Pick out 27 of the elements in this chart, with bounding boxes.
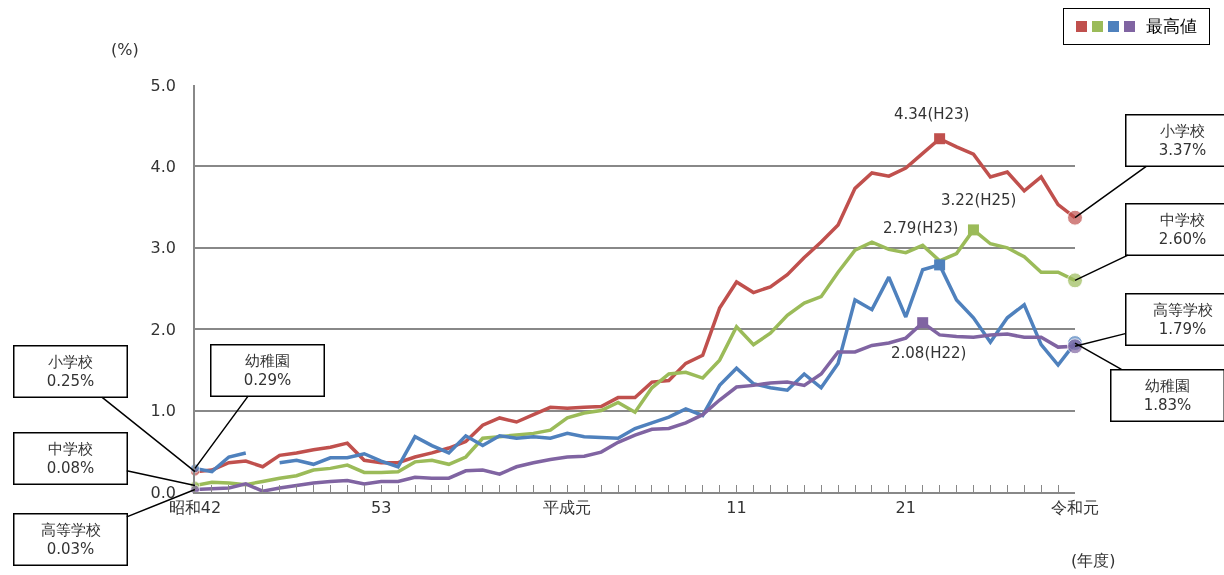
text: 幼稚園 1.83% — [1143, 376, 1192, 414]
y-tick-label: 3.0 — [150, 238, 177, 258]
text: 中学校 2.60% — [1158, 210, 1207, 248]
legend-title: 最高値 — [1146, 15, 1197, 38]
annotation: 小学校 3.37% — [1158, 121, 1207, 159]
y-tick-label: 5.0 — [150, 75, 177, 95]
x-tick-label: 昭和42 — [168, 497, 222, 517]
y-tick-label: 4.0 — [150, 157, 177, 176]
text: 高等学校 0.03% — [40, 520, 101, 558]
annotation: 4.34(H23) — [894, 105, 970, 123]
x-tick-label: 21 — [895, 497, 916, 517]
annotation: 2.08(H22) — [891, 344, 967, 362]
y-tick-label: 2.0 — [150, 319, 177, 339]
text: 中学校 0.08% — [46, 439, 95, 477]
x-tick-label: 11 — [726, 497, 747, 517]
key-box: 最高値 — [1063, 8, 1210, 45]
x-tick-label: 令和元 — [1051, 497, 1099, 517]
annotation: 小学校 0.25% — [46, 352, 95, 390]
x-tick-label: 平成元 — [543, 497, 592, 517]
text: 高等学校 1.79% — [1152, 300, 1213, 338]
annotation: 2.79(H23) — [883, 219, 959, 237]
annotation: 3.22(H25) — [941, 191, 1017, 209]
y-tick-label: 1.0 — [150, 401, 177, 421]
y-axis-title: (%) — [111, 40, 139, 59]
annotation: 幼稚園 0.29% — [243, 351, 292, 389]
x-axis-title: (年度) — [1071, 551, 1116, 570]
x-tick-label: 53 — [370, 497, 392, 517]
